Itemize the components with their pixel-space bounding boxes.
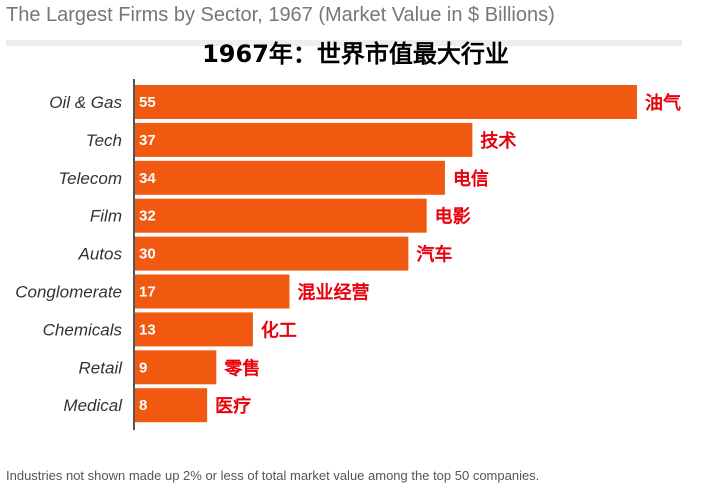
category-label: Tech (86, 131, 122, 150)
value-label: 34 (139, 170, 156, 187)
value-label: 37 (139, 132, 156, 149)
annotation-label: 汽车 (416, 244, 452, 266)
value-label: 32 (139, 208, 156, 225)
category-label: Telecom (58, 169, 122, 188)
category-label: Autos (78, 245, 123, 264)
annotation-label: 医疗 (215, 395, 251, 417)
annotation-label: 化工 (261, 319, 297, 341)
value-label: 30 (139, 246, 156, 263)
footnote: Industries not shown made up 2% or less … (6, 468, 540, 483)
bar-autos (134, 236, 409, 271)
category-label: Film (90, 207, 122, 226)
value-label: 9 (139, 359, 147, 376)
category-label: Retail (79, 358, 124, 377)
category-label: Conglomerate (15, 283, 122, 302)
value-label: 55 (139, 94, 156, 111)
annotation-label: 技术 (480, 130, 516, 152)
value-label: 13 (139, 321, 156, 338)
bar-telecom (134, 160, 445, 195)
bars-group: Oil & Gas 55 油气 Tech 37 技术 Telecom 34 电信 Film 32 电影… (15, 85, 681, 423)
bar-oil-gas (134, 85, 637, 119)
bar-medical (134, 388, 208, 423)
category-label: Medical (63, 396, 123, 415)
annotation-label: 混业经营 (297, 282, 369, 304)
bar-tech (134, 122, 473, 157)
annotation-label: 电影 (435, 206, 471, 228)
annotation-label: 油气 (645, 92, 681, 114)
value-label: 17 (139, 284, 156, 301)
category-label: Oil & Gas (49, 93, 122, 112)
chart-subtitle-chinese: 1967年：世界市值最大行业 (202, 40, 509, 68)
title-divider (6, 40, 682, 46)
bar-retail (134, 350, 217, 385)
category-label: Chemicals (43, 320, 123, 339)
annotation-label: 零售 (223, 357, 260, 379)
bar-chemicals (134, 312, 253, 347)
value-label: 8 (139, 397, 147, 414)
annotation-label: 电信 (453, 168, 489, 190)
bar-conglomerate (134, 274, 290, 309)
bar-film (134, 198, 427, 233)
chart-title: The Largest Firms by Sector, 1967 (Marke… (6, 4, 555, 26)
